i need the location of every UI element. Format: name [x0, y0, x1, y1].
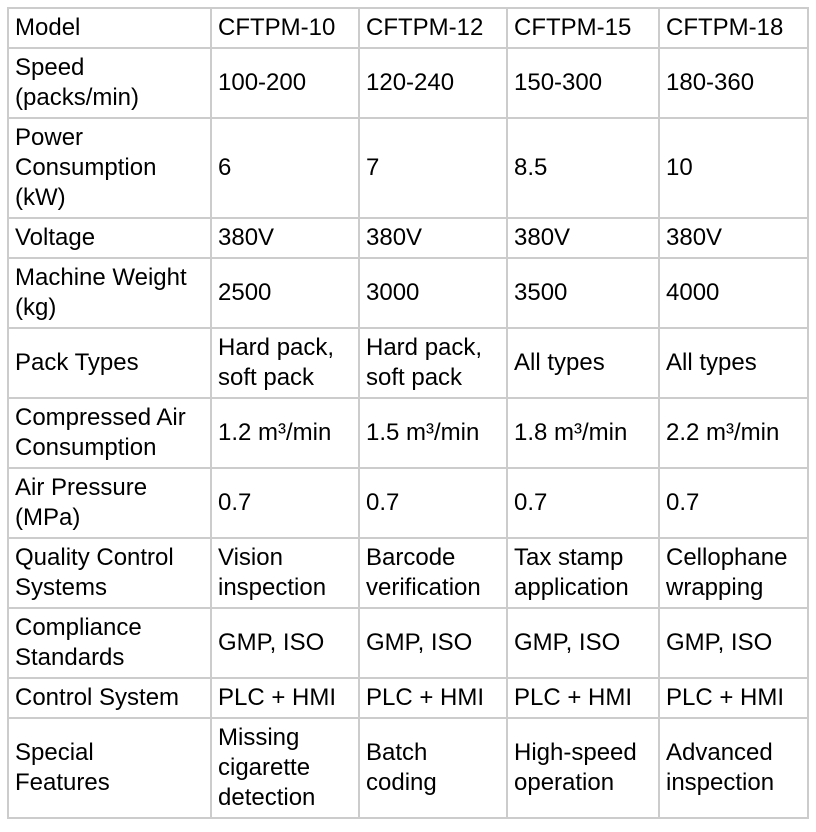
table-cell: 0.7 — [358, 467, 508, 539]
row-header: Air Pressure (MPa) — [7, 467, 212, 539]
table-cell: GMP, ISO — [210, 607, 360, 679]
row-header: Compressed Air Consumption — [7, 397, 212, 469]
table-cell: All types — [506, 327, 660, 399]
row-header: Control System — [7, 677, 212, 719]
table-row: Special Features Missing cigarette detec… — [7, 717, 809, 819]
table-cell: PLC + HMI — [506, 677, 660, 719]
table-cell: High-speed operation — [506, 717, 660, 819]
table-row: Voltage 380V 380V 380V 380V — [7, 217, 809, 259]
table-row: Air Pressure (MPa) 0.7 0.7 0.7 0.7 — [7, 467, 809, 539]
table-cell: 380V — [506, 217, 660, 259]
table-cell: Vision inspection — [210, 537, 360, 609]
table-cell: 380V — [210, 217, 360, 259]
row-header: Machine Weight (kg) — [7, 257, 212, 329]
row-header: Speed (packs/min) — [7, 47, 212, 119]
table-cell: 1.5 m³/min — [358, 397, 508, 469]
table-cell: 8.5 — [506, 117, 660, 219]
table-cell: 3000 — [358, 257, 508, 329]
table-cell: CFTPM-12 — [358, 7, 508, 49]
table-row: Control System PLC + HMI PLC + HMI PLC +… — [7, 677, 809, 719]
table-cell: 380V — [358, 217, 508, 259]
table-row: Compliance Standards GMP, ISO GMP, ISO G… — [7, 607, 809, 679]
table-cell: 2500 — [210, 257, 360, 329]
table-cell: GMP, ISO — [358, 607, 508, 679]
row-header: Voltage — [7, 217, 212, 259]
row-header: Model — [7, 7, 212, 49]
table-cell: 0.7 — [506, 467, 660, 539]
table-row: Speed (packs/min) 100-200 120-240 150-30… — [7, 47, 809, 119]
table-cell: All types — [658, 327, 809, 399]
table-cell: CFTPM-15 — [506, 7, 660, 49]
table-cell: 2.2 m³/min — [658, 397, 809, 469]
table-cell: 0.7 — [210, 467, 360, 539]
table-cell: 4000 — [658, 257, 809, 329]
table-cell: 1.2 m³/min — [210, 397, 360, 469]
table-cell: Barcode verification — [358, 537, 508, 609]
table-row: Model CFTPM-10 CFTPM-12 CFTPM-15 CFTPM-1… — [7, 7, 809, 49]
table-cell: GMP, ISO — [506, 607, 660, 679]
row-header: Quality Control Systems — [7, 537, 212, 609]
table-cell: Tax stamp application — [506, 537, 660, 609]
table-cell: CFTPM-10 — [210, 7, 360, 49]
table-cell: 6 — [210, 117, 360, 219]
table-cell: PLC + HMI — [358, 677, 508, 719]
table-cell: 380V — [658, 217, 809, 259]
table-cell: PLC + HMI — [658, 677, 809, 719]
table-cell: PLC + HMI — [210, 677, 360, 719]
table-cell: Cellophane wrapping — [658, 537, 809, 609]
table-row: Pack Types Hard pack, soft pack Hard pac… — [7, 327, 809, 399]
row-header: Power Consumption (kW) — [7, 117, 212, 219]
table-cell: Batch coding — [358, 717, 508, 819]
table-row: Power Consumption (kW) 6 7 8.5 10 — [7, 117, 809, 219]
table-cell: 0.7 — [658, 467, 809, 539]
table-cell: 150-300 — [506, 47, 660, 119]
table-cell: Advanced inspection — [658, 717, 809, 819]
table-row: Compressed Air Consumption 1.2 m³/min 1.… — [7, 397, 809, 469]
table-cell: 10 — [658, 117, 809, 219]
table-cell: Hard pack, soft pack — [210, 327, 360, 399]
table-cell: Missing cigarette detection — [210, 717, 360, 819]
row-header: Compliance Standards — [7, 607, 212, 679]
table-cell: 180-360 — [658, 47, 809, 119]
spec-table: Model CFTPM-10 CFTPM-12 CFTPM-15 CFTPM-1… — [7, 7, 809, 819]
table-row: Machine Weight (kg) 2500 3000 3500 4000 — [7, 257, 809, 329]
table-cell: CFTPM-18 — [658, 7, 809, 49]
table-cell: 1.8 m³/min — [506, 397, 660, 469]
row-header: Pack Types — [7, 327, 212, 399]
table-cell: GMP, ISO — [658, 607, 809, 679]
table-cell: 3500 — [506, 257, 660, 329]
row-header: Special Features — [7, 717, 212, 819]
table-cell: Hard pack, soft pack — [358, 327, 508, 399]
table-cell: 100-200 — [210, 47, 360, 119]
table-row: Quality Control Systems Vision inspectio… — [7, 537, 809, 609]
table-cell: 120-240 — [358, 47, 508, 119]
table-cell: 7 — [358, 117, 508, 219]
